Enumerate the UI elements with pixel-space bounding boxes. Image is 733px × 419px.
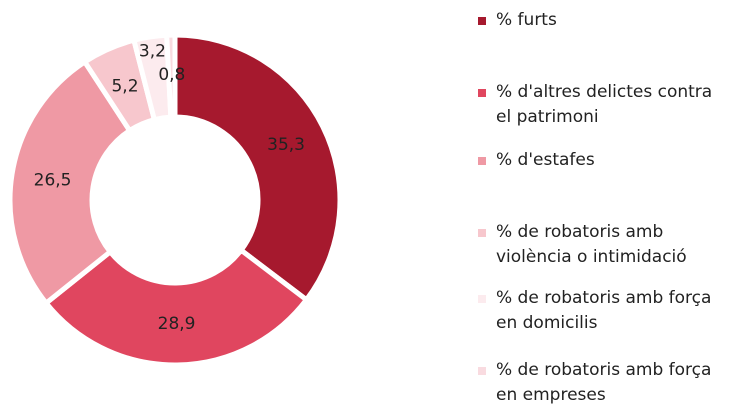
- legend-item: % de robatoris amb força en domicilis: [478, 286, 728, 336]
- legend-swatch: [478, 367, 486, 375]
- legend-item: % furts: [478, 8, 728, 33]
- legend-swatch: [478, 17, 486, 25]
- donut-segment: [172, 32, 343, 304]
- data-label: 28,9: [158, 314, 196, 334]
- legend-swatch: [478, 89, 486, 97]
- donut-segment: [7, 58, 134, 307]
- legend-item: % d'altres delictes contra el patrimoni: [478, 80, 728, 130]
- legend-label: % de robatoris amb violència o intimidac…: [496, 222, 687, 267]
- donut-segment: [42, 246, 310, 368]
- data-label: 5,2: [111, 77, 138, 97]
- donut-area: 35,3 28,9 26,5 5,23,2 0,8: [7, 32, 343, 368]
- legend-swatch: [478, 229, 486, 237]
- data-label: 3,2: [139, 42, 166, 62]
- data-label: 0,8: [158, 65, 185, 85]
- legend-item: % d'estafes: [478, 148, 728, 173]
- legend-label: % d'estafes: [496, 150, 595, 170]
- donut-segment: [164, 32, 178, 120]
- data-label: 26,5: [34, 170, 72, 190]
- legend-item: % de robatoris amb violència o intimidac…: [478, 220, 728, 270]
- data-label: 35,3: [267, 135, 305, 155]
- legend-label: % d'altres delictes contra el patrimoni: [496, 82, 713, 127]
- legend-label: % de robatoris amb força en empreses: [496, 360, 712, 405]
- legend-label: % de robatoris amb força en domicilis: [496, 288, 712, 333]
- legend-swatch: [478, 295, 486, 303]
- legend-swatch: [478, 157, 486, 165]
- legend-label: % furts: [496, 10, 557, 30]
- legend-item: % de robatoris amb força en empreses: [478, 358, 728, 408]
